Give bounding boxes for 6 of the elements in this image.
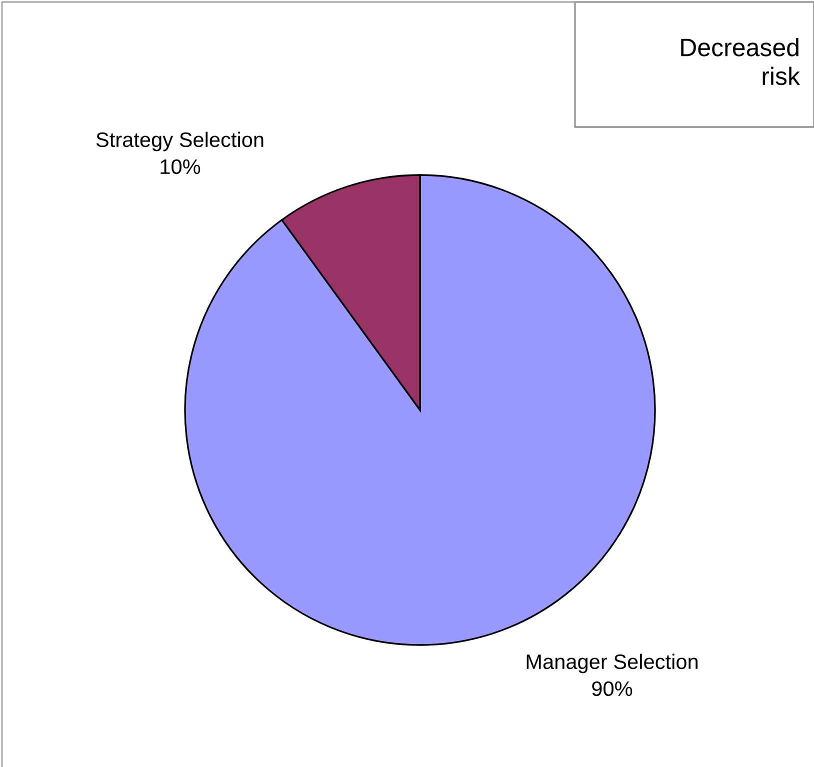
slice-label: Manager Selection: [526, 654, 698, 674]
text: Decreased risk: [681, 38, 800, 86]
pie-slice: [184, 174, 656, 646]
data-label: 10%: [160, 159, 200, 174]
slice-label: Strategy Selection: [96, 132, 264, 152]
data-label: 90%: [592, 681, 632, 696]
